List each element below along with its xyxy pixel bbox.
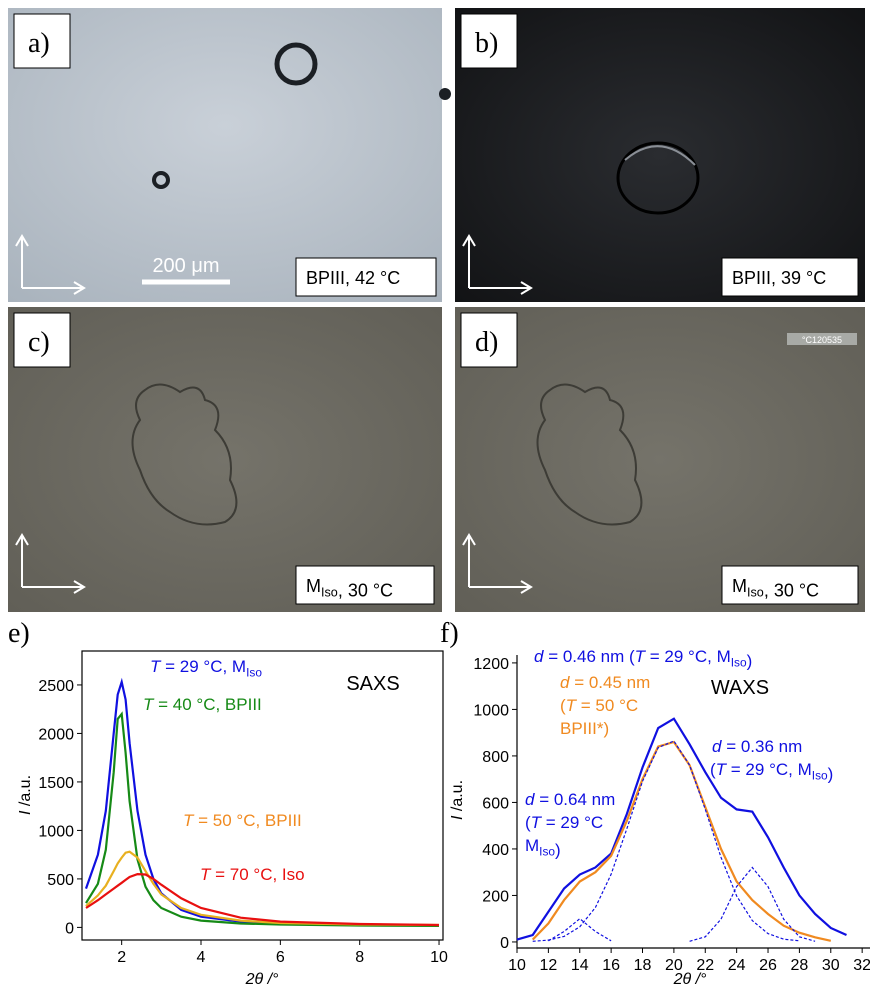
rich-text: (T = 29 °C <box>525 813 603 832</box>
x-tick-label: 16 <box>602 957 620 974</box>
panel-label: c) <box>28 327 50 358</box>
y-tick-label: 0 <box>500 935 509 952</box>
text-segment: ) <box>828 764 834 783</box>
y-tick-label: 600 <box>482 795 509 812</box>
x-tick-label: 12 <box>539 957 557 974</box>
text-segment: = 0.45 nm <box>569 673 650 692</box>
text-segment: = 40 °C, BPIII <box>153 695 261 714</box>
rich-text: 2θ /° <box>245 971 279 988</box>
text-segment: = 50 °C, BPIII <box>193 811 301 830</box>
x-tick-label: 2 <box>117 949 126 966</box>
x-tick-label: 10 <box>430 949 448 966</box>
rich-text: (T = 29 °C, MIso) <box>710 760 833 783</box>
y-tick-label: 200 <box>482 888 509 905</box>
y-tick-label: 1200 <box>473 656 509 673</box>
text-segment: /a.u. <box>17 775 34 811</box>
data-line <box>86 682 439 926</box>
panel-label: d) <box>475 327 498 358</box>
text-segment: M <box>732 576 747 596</box>
subscript: Iso <box>731 655 747 669</box>
text-segment: = 70 °C, Iso <box>210 865 304 884</box>
y-tick-label: 2500 <box>38 678 74 695</box>
text-segment: 2θ <box>245 971 264 988</box>
scale-bar-label: 200 μm <box>152 255 219 277</box>
y-tick-label: 0 <box>65 920 74 937</box>
x-tick-label: 10 <box>508 957 526 974</box>
text-segment: , 30 °C <box>764 581 819 601</box>
chart-title: WAXS <box>711 677 769 699</box>
micrograph-art <box>8 8 865 612</box>
rich-text: I /a.u. <box>449 780 466 820</box>
text-segment: = 0.36 nm <box>721 737 802 756</box>
x-tick-label: 32 <box>853 957 870 974</box>
panel-label: a) <box>28 28 50 59</box>
text-segment: = 0.46 nm ( <box>543 647 635 666</box>
text-segment: , 30 °C <box>338 581 393 601</box>
x-tick-label: 24 <box>728 957 746 974</box>
y-tick-label: 1000 <box>473 702 509 719</box>
panel-label: f) <box>440 618 459 649</box>
text-segment: BPIII, 42 °C <box>306 268 400 288</box>
panel-label: b) <box>475 28 498 59</box>
stamp: °C120535 <box>802 335 842 345</box>
y-tick-label: 500 <box>47 872 74 889</box>
x-tick-label: 4 <box>197 949 206 966</box>
rich-text: (T = 50 °C <box>560 696 638 715</box>
x-tick-label: 18 <box>634 957 652 974</box>
rich-text: T = 40 °C, BPIII <box>143 695 262 714</box>
subscript: Iso <box>321 586 338 600</box>
text-segment: /° <box>263 971 279 988</box>
rich-text: BPIII, 42 °C <box>306 268 400 288</box>
rich-text: d = 0.45 nm <box>560 673 650 692</box>
text-segment: M <box>525 836 539 855</box>
rich-text: MIso) <box>525 836 561 859</box>
panel-label: e) <box>8 618 30 649</box>
text-segment: = 50 °C <box>576 696 638 715</box>
rich-text: T = 70 °C, Iso <box>200 865 305 884</box>
text-segment: ) <box>747 651 753 670</box>
chart: e) 2 4 6 8 10 0 500 1000 1500 2000 2500 SAXS 2θ /° I /… <box>8 618 448 988</box>
text-segment: /a.u. <box>449 780 466 816</box>
x-tick-label: 6 <box>276 949 285 966</box>
x-tick-label: 30 <box>822 957 840 974</box>
text-segment: = 29 °C, M <box>726 760 812 779</box>
subscript: Iso <box>747 586 764 600</box>
text-segment: 2θ <box>673 971 692 988</box>
x-tick-label: 28 <box>791 957 809 974</box>
subscript: Iso <box>812 768 828 782</box>
rich-text: T = 29 °C, MIso <box>150 657 262 679</box>
y-tick-label: 800 <box>482 749 509 766</box>
y-tick-label: 1500 <box>38 775 74 792</box>
rich-text: I /a.u. <box>17 775 34 815</box>
rich-text: d = 0.64 nm <box>525 790 615 809</box>
text-segment: ) <box>555 840 561 859</box>
text-segment: = 29 °C, M <box>645 647 731 666</box>
chart-title: SAXS <box>346 673 399 695</box>
x-tick-label: 26 <box>759 957 777 974</box>
y-tick-label: 400 <box>482 842 509 859</box>
rich-text: BPIII*) <box>560 719 609 738</box>
text-segment: BPIII, 39 °C <box>732 268 826 288</box>
subscript: Iso <box>539 844 555 858</box>
subscript: Iso <box>246 665 262 679</box>
rich-text: BPIII, 39 °C <box>732 268 826 288</box>
text-segment: M <box>306 576 321 596</box>
text-segment: = 29 °C, M <box>160 657 246 676</box>
y-tick-label: 2000 <box>38 726 74 743</box>
x-tick-label: 14 <box>571 957 589 974</box>
x-tick-label: 8 <box>355 949 364 966</box>
rich-text: d = 0.46 nm (T = 29 °C, MIso) <box>534 647 752 670</box>
rich-text: T = 50 °C, BPIII <box>183 811 302 830</box>
text-segment: /° <box>691 971 707 988</box>
text-segment: = 29 °C <box>541 813 603 832</box>
figure: a)BPIII, 42 °Cb)BPIII, 39 °Cc)MIso, 30 °… <box>0 0 870 991</box>
rich-text: 2θ /° <box>673 971 707 988</box>
text-segment: = 0.64 nm <box>534 790 615 809</box>
rich-text: d = 0.36 nm <box>712 737 802 756</box>
y-tick-label: 1000 <box>38 823 74 840</box>
text-segment: BPIII*) <box>560 719 609 738</box>
charts: e)24681005001000150020002500SAXS2θ /°I /… <box>8 618 870 988</box>
